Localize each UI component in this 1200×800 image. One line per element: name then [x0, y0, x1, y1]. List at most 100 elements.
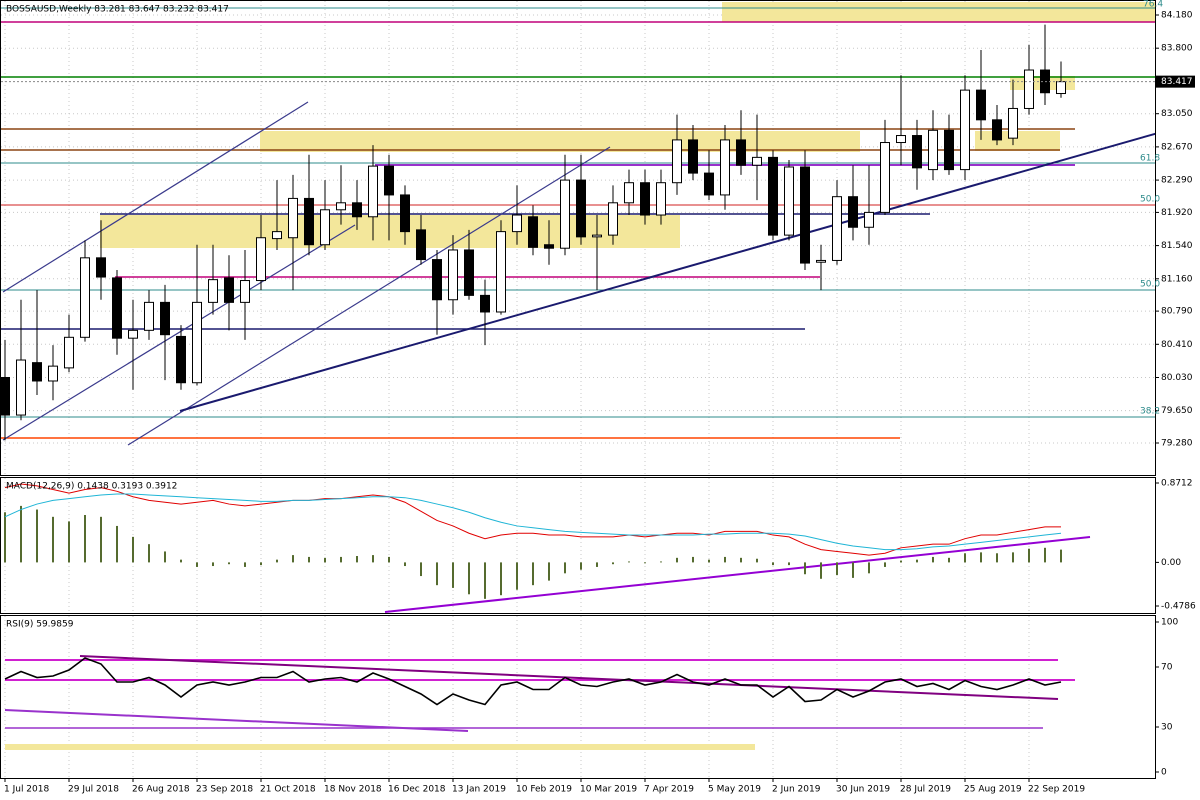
y-tick-label: 84.180 [1161, 11, 1193, 21]
macd-bar [148, 544, 150, 563]
x-tick-label: 10 Mar 2019 [580, 785, 637, 795]
candle-body [112, 277, 122, 339]
candle-body [496, 231, 506, 313]
chart-title: BOSSAUSD,Weekly 83.281 83.647 83.232 83.… [6, 5, 229, 15]
macd-bar [692, 556, 694, 563]
trend-line [4, 709, 469, 732]
x-tick-label: 22 Sep 2019 [1028, 785, 1085, 795]
candle-body [160, 301, 170, 336]
y-tick-label: 0 [1161, 768, 1167, 778]
y-tick-label: 80.410 [1161, 340, 1193, 350]
y-tick-label: 0.00 [1161, 558, 1181, 568]
macd-bar [484, 562, 486, 599]
x-tick-label: 21 Oct 2018 [260, 785, 316, 795]
macd-bar [500, 562, 502, 596]
macd-bar [164, 551, 166, 563]
candle-body [368, 165, 378, 218]
indicator-title: RSI(9) 59.9859 [6, 620, 74, 630]
x-tick-label: 7 Apr 2019 [644, 785, 694, 795]
macd-bar [612, 562, 614, 565]
candle-body [240, 280, 250, 303]
candle-body [352, 202, 362, 218]
candle-body [256, 237, 266, 282]
channel-line [2, 101, 309, 293]
macd-bar [740, 557, 742, 563]
candle-body [928, 129, 938, 171]
candle-body [1056, 81, 1066, 95]
candle-body [512, 214, 522, 233]
candle-body [448, 249, 458, 301]
candle-body [576, 179, 586, 238]
candle-body [720, 139, 730, 196]
macd-bar [292, 555, 294, 563]
y-tick-label: 81.920 [1161, 208, 1193, 218]
macd-bar [852, 562, 854, 578]
candle-body [640, 182, 650, 216]
macd-bar [468, 562, 470, 595]
fib-label: 38.2 [1140, 407, 1160, 417]
macd-bar [708, 559, 710, 563]
candle-body [976, 89, 986, 121]
macd-bar [84, 515, 86, 563]
y-tick-label: 82.670 [1161, 142, 1193, 152]
indicator-title: MACD(12,26,9) 0.1438 0.3193 0.3912 [6, 482, 177, 492]
candle-body [224, 277, 234, 303]
candle-body [208, 279, 218, 303]
fib-label: 50.0 [1140, 195, 1160, 205]
macd-bar [804, 562, 806, 575]
candle-body [336, 202, 346, 211]
macd-bar [788, 562, 790, 566]
zone [100, 215, 680, 248]
y-tick-label: 79.650 [1161, 406, 1193, 416]
candle-body [320, 209, 330, 246]
candle-body [896, 135, 906, 144]
macd-bar [1028, 548, 1030, 563]
x-tick-label: 2 Jun 2019 [772, 785, 821, 795]
macd-bar [580, 562, 582, 570]
candle-body [784, 166, 794, 236]
candle-body [288, 197, 298, 239]
macd-bar [388, 556, 390, 563]
candle-body [1024, 69, 1034, 109]
price-tag-label: 83.417 [1161, 77, 1193, 87]
price-tag [1155, 75, 1195, 88]
macd-bar [356, 556, 358, 563]
macd-bar [180, 559, 182, 563]
candle-body [176, 335, 186, 384]
zone [260, 131, 860, 152]
macd-bar [324, 557, 326, 563]
macd-bar [628, 561, 630, 563]
candle-body [144, 301, 154, 331]
y-tick-label: 0.8712 [1161, 479, 1193, 489]
macd-bar [132, 536, 134, 563]
macd-bar [20, 505, 22, 563]
candle-body [768, 156, 778, 236]
macd-bar [772, 562, 774, 566]
macd-bar [228, 562, 230, 565]
macd-bar [884, 562, 886, 567]
candle-body [960, 89, 970, 171]
macd-bar [724, 556, 726, 563]
candle-body [1, 376, 10, 416]
candle-body [304, 197, 314, 246]
macd-bar [4, 512, 6, 563]
macd-bar [1012, 552, 1014, 563]
y-tick-label: -0.4786 [1161, 602, 1196, 612]
candle-body [992, 119, 1002, 141]
candle-body [624, 182, 634, 204]
x-tick-label: 23 Sep 2018 [196, 785, 253, 795]
fib-label: 76.4 [1143, 0, 1163, 10]
macd-bar [100, 516, 102, 563]
macd-bar [436, 562, 438, 586]
macd-bar [372, 555, 374, 563]
candle-body [704, 172, 714, 196]
candle-body [48, 365, 58, 382]
fib-label: 50.0 [1140, 280, 1160, 290]
candle-body [128, 329, 138, 339]
macd-bar [308, 556, 310, 563]
macd-bar [980, 552, 982, 563]
macd-bar [836, 562, 838, 576]
candle-body [592, 234, 602, 238]
y-tick-label: 82.290 [1161, 176, 1193, 186]
